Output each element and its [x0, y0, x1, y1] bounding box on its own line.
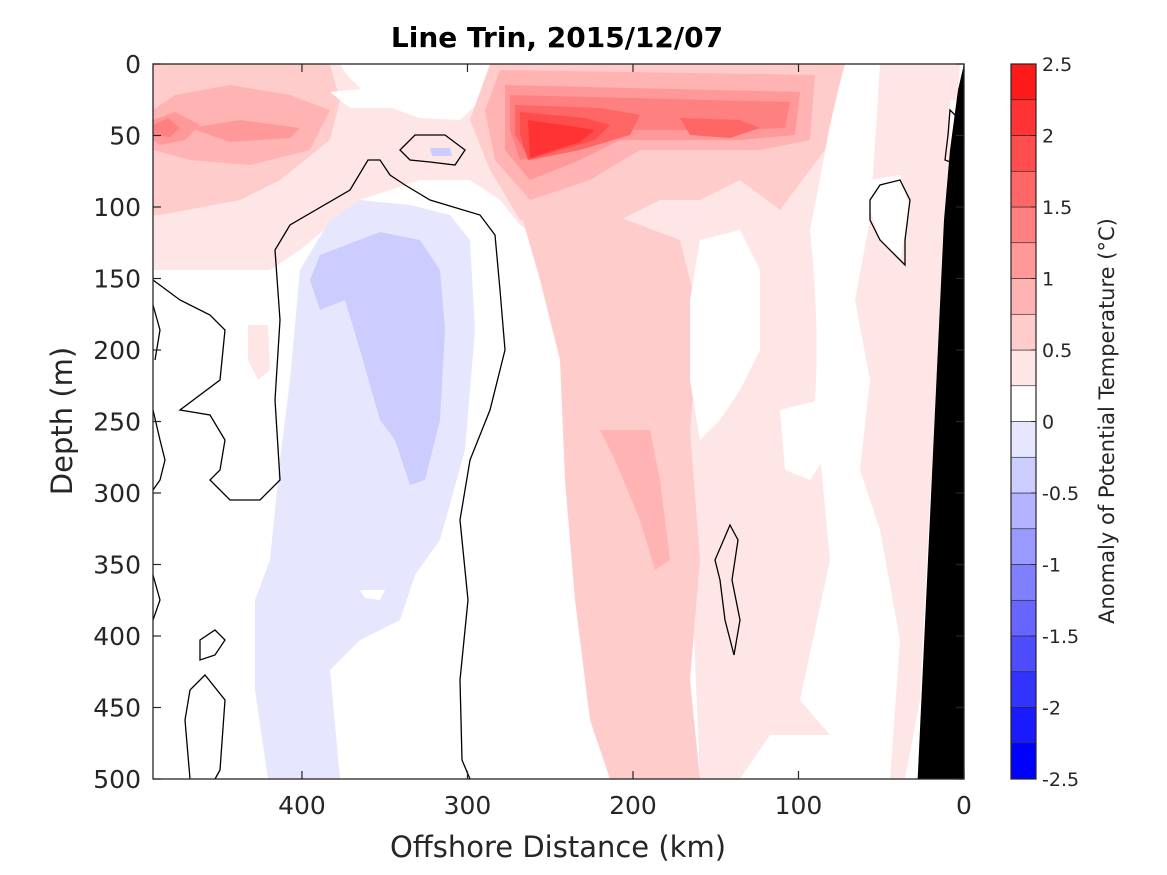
x-tick-label: 0	[956, 791, 972, 820]
colorbar-tick-label: 0.5	[1042, 340, 1072, 362]
x-tick-label: 400	[278, 791, 326, 820]
y-tick-label: 50	[109, 122, 141, 151]
y-tick-label: 300	[93, 479, 141, 508]
colorbar-swatch	[1010, 707, 1037, 744]
colorbar: 2.5 2 1.5 1 0.5 0 -0.5 -1 -1.5 -2 -2.5	[1010, 54, 1079, 791]
x-axis-label: Offshore Distance (km)	[390, 830, 726, 864]
field-patch	[680, 118, 760, 138]
zero-contour-line	[152, 159, 506, 780]
plot-area: 400 300 200 100 0 0 50 100 150 200 250 300 350 400 45…	[93, 50, 972, 820]
colorbar-swatch	[1010, 421, 1037, 458]
zero-contour-line	[184, 674, 226, 780]
field-patch	[310, 232, 445, 485]
colorbar-swatch	[1010, 492, 1037, 530]
x-axis: 400 300 200 100 0	[278, 64, 972, 820]
field-patch	[190, 120, 300, 142]
colorbar-tick-label: 1	[1042, 269, 1054, 291]
zero-contour-line	[399, 134, 466, 166]
field-patch	[855, 64, 960, 779]
field-patch	[780, 400, 830, 480]
zero-contours	[152, 108, 961, 780]
x-tick-label: 200	[609, 791, 657, 820]
colorbar-swatch	[1010, 242, 1037, 279]
field-patch	[690, 230, 760, 440]
zero-contour-line	[152, 409, 166, 491]
colorbar-tick-label: -1.5	[1042, 626, 1079, 648]
field-patch	[153, 118, 180, 137]
colorbar-tick-label: -2	[1042, 698, 1061, 720]
y-tick-label: 200	[93, 336, 141, 365]
colorbar-swatch	[1010, 564, 1037, 601]
field-patch	[330, 85, 430, 108]
field-patch	[248, 325, 270, 380]
colorbar-swatch	[1010, 456, 1037, 494]
field-patch	[600, 430, 670, 570]
colorbar-swatch	[1010, 135, 1037, 172]
anomaly-field	[153, 64, 962, 779]
colorbar-tick-label: -2.5	[1042, 769, 1079, 791]
colorbar-swatch	[1010, 206, 1037, 244]
colorbar-swatch	[1010, 671, 1037, 708]
y-tick-label: 400	[93, 622, 141, 651]
colorbar-tick-label: 2	[1042, 126, 1054, 148]
field-patch	[430, 148, 452, 156]
x-tick-label: 100	[775, 791, 823, 820]
colorbar-swatch	[1010, 170, 1037, 208]
y-tick-label: 450	[93, 694, 141, 723]
y-axis-label: Depth (m)	[45, 347, 79, 495]
colorbar-swatch	[1010, 385, 1037, 422]
y-tick-label: 250	[93, 408, 141, 437]
zero-contour-line	[869, 179, 911, 267]
colorbar-tick-label: 1.5	[1042, 197, 1072, 219]
colorbar-tick-label: -0.5	[1042, 483, 1079, 505]
zero-contour-line	[199, 629, 226, 661]
colorbar-swatch	[1010, 635, 1037, 673]
x-tick-label: 300	[444, 791, 492, 820]
colorbar-tick-label: 2.5	[1042, 54, 1072, 76]
zero-contour-line	[714, 523, 741, 656]
y-tick-label: 500	[93, 765, 141, 794]
field-patch	[360, 590, 385, 600]
colorbar-tick-label: -1	[1042, 555, 1061, 577]
field-patch	[520, 210, 700, 779]
bathymetry-shape	[917, 64, 964, 779]
colorbar-swatch	[1010, 63, 1037, 101]
field-patch	[528, 120, 595, 158]
chart-title: Line Trin, 2015/12/07	[391, 21, 723, 54]
colorbar-swatch	[1010, 99, 1037, 136]
colorbar-swatch	[1010, 349, 1037, 387]
colorbar-label: Anomaly of Potential Temperature (°C)	[1095, 218, 1119, 624]
colorbar-swatch	[1010, 599, 1037, 637]
zero-contour-line	[152, 574, 161, 621]
y-axis: 0 50 100 150 200 250 300 350 400 450 500	[93, 50, 964, 794]
colorbar-tick-label: 0	[1042, 412, 1054, 434]
colorbar-swatch	[1010, 313, 1037, 351]
colorbar-swatch	[1010, 742, 1037, 780]
y-tick-label: 150	[93, 265, 141, 294]
y-tick-label: 350	[93, 551, 141, 580]
bathymetry	[917, 64, 964, 779]
colorbar-swatch	[1010, 528, 1037, 565]
y-tick-label: 0	[125, 50, 141, 79]
y-tick-label: 100	[93, 193, 141, 222]
colorbar-swatch	[1010, 278, 1037, 315]
